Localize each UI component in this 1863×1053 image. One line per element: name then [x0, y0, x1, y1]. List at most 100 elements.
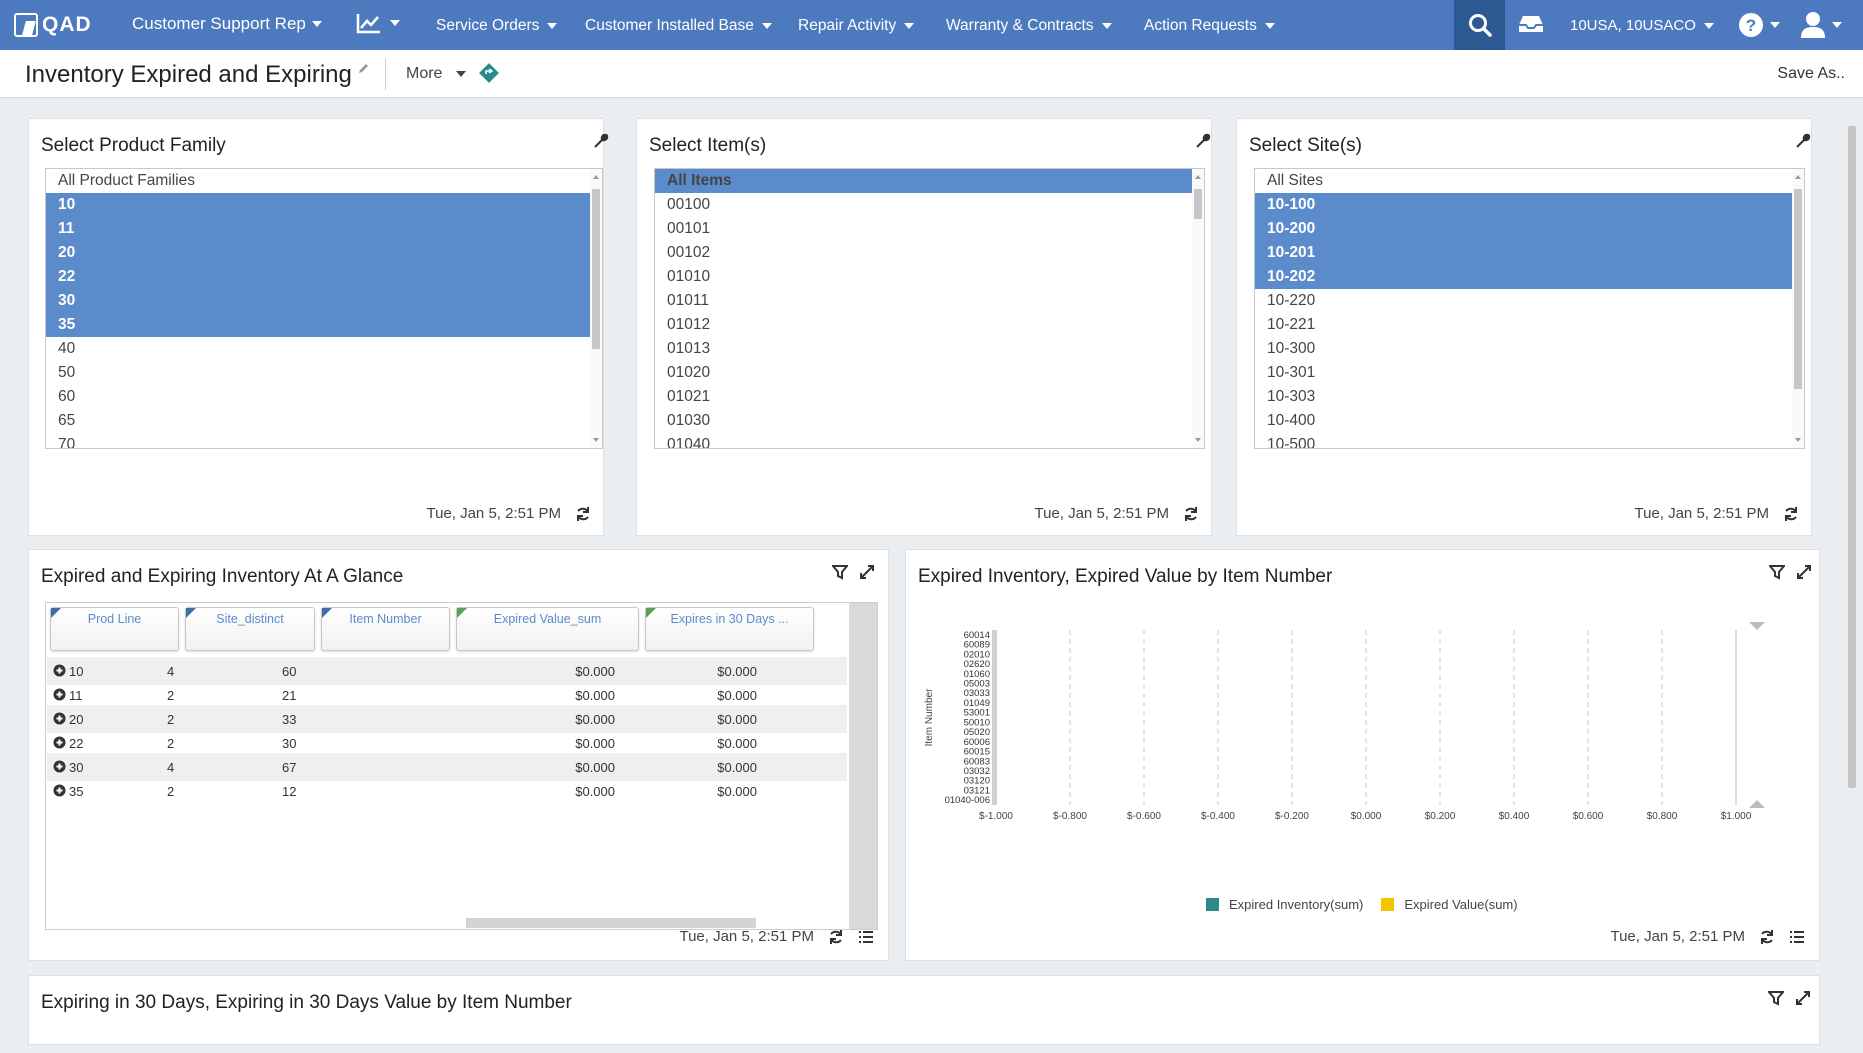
filter-button[interactable]	[1768, 990, 1784, 1006]
list-option[interactable]: 10-221	[1267, 316, 1316, 333]
list-option[interactable]: 10-220	[1267, 292, 1316, 309]
expand-row-icon[interactable]	[53, 760, 66, 773]
analytics-menu[interactable]	[356, 12, 400, 34]
expand-row-icon[interactable]	[53, 688, 66, 701]
list-icon[interactable]	[1789, 930, 1805, 944]
list-option[interactable]: 00102	[667, 244, 711, 261]
list-option[interactable]: 01030	[667, 412, 711, 429]
expand-button[interactable]	[1795, 990, 1811, 1006]
list-option[interactable]: 01012	[667, 316, 711, 333]
list-option[interactable]: 10-300	[1267, 340, 1316, 357]
settings-button[interactable]	[1195, 133, 1211, 149]
expand-row-icon[interactable]	[53, 712, 66, 725]
list-option[interactable]: 10-500	[1267, 436, 1316, 449]
nav-customer-installed-base[interactable]: Customer Installed Base	[585, 17, 772, 35]
list-option[interactable]: 01010	[667, 268, 711, 285]
chevron-down-icon	[904, 23, 915, 29]
column-header-item-number[interactable]: Item Number	[321, 607, 450, 651]
scrollbar[interactable]	[590, 169, 602, 448]
table-row[interactable]: 20 2 33 $0.000 $0.000	[47, 705, 847, 733]
inbox-button[interactable]	[1516, 12, 1546, 36]
settings-button[interactable]	[1795, 133, 1811, 149]
list-option[interactable]: All Product Families	[58, 172, 195, 189]
list-option[interactable]: 10-303	[1267, 388, 1316, 405]
list-option[interactable]: 70	[58, 436, 76, 449]
list-option[interactable]: 10-201	[1255, 241, 1792, 265]
table-row[interactable]: 30 4 67 $0.000 $0.000	[47, 753, 847, 781]
list-option[interactable]: 40	[58, 340, 76, 357]
user-menu[interactable]	[1800, 11, 1842, 39]
refresh-icon[interactable]	[1783, 506, 1799, 522]
table-vertical-scrollbar[interactable]	[849, 603, 877, 929]
list-option[interactable]: All Sites	[1267, 172, 1323, 189]
domain-menu[interactable]: 10USA, 10USACO	[1570, 17, 1714, 34]
list-option[interactable]: 10	[46, 193, 590, 217]
list-option[interactable]: All Items	[655, 169, 1192, 193]
navigate-button[interactable]	[478, 62, 500, 84]
help-menu[interactable]: ?	[1738, 12, 1780, 38]
list-option[interactable]: 00100	[667, 196, 711, 213]
role-menu[interactable]: Customer Support Rep	[132, 14, 322, 34]
list-option[interactable]: 11	[46, 217, 590, 241]
edit-title-button[interactable]	[358, 62, 370, 74]
scrollbar[interactable]	[1192, 169, 1204, 448]
product-family-list[interactable]: All Product Families 10 11 20 22 30 35 40 50 60 65…	[45, 168, 603, 449]
expand-row-icon[interactable]	[53, 664, 66, 677]
nav-warranty-contracts[interactable]: Warranty & Contracts	[946, 17, 1112, 35]
list-option[interactable]: 60	[58, 388, 76, 405]
list-option[interactable]: 10-100	[1255, 193, 1792, 217]
column-header-expired-value-sum[interactable]: Expired Value_sum	[456, 607, 639, 651]
list-option[interactable]: 10-202	[1255, 265, 1792, 289]
list-option[interactable]: 30	[46, 289, 590, 313]
table-row[interactable]: 10 4 60 $0.000 $0.000	[47, 657, 847, 685]
list-option[interactable]: 35	[46, 313, 590, 337]
list-option[interactable]: 10-200	[1255, 217, 1792, 241]
nav-action-requests[interactable]: Action Requests	[1144, 17, 1275, 35]
qad-logo[interactable]: QAD	[14, 13, 92, 37]
list-option[interactable]: 22	[46, 265, 590, 289]
x-tick-label: $0.200	[1425, 811, 1456, 822]
list-option[interactable]: 01020	[667, 364, 711, 381]
nav-repair-activity[interactable]: Repair Activity	[798, 17, 915, 35]
list-option[interactable]: 10-301	[1267, 364, 1316, 381]
list-option[interactable]: 65	[58, 412, 76, 429]
page-scrollbar[interactable]	[1845, 112, 1859, 1042]
table-row[interactable]: 11 2 21 $0.000 $0.000	[47, 681, 847, 709]
refresh-icon[interactable]	[828, 929, 844, 945]
sites-list[interactable]: All Sites 10-100 10-200 10-201 10-202 10-220 1…	[1254, 168, 1805, 449]
refresh-icon[interactable]	[1183, 506, 1199, 522]
list-option[interactable]: 01013	[667, 340, 711, 357]
filter-button[interactable]	[832, 564, 848, 580]
column-header-prod-line[interactable]: Prod Line	[50, 607, 179, 651]
list-option[interactable]: 01021	[667, 388, 711, 405]
list-option[interactable]: 00101	[667, 220, 711, 237]
list-option[interactable]: 01040	[667, 436, 711, 449]
expand-row-icon[interactable]	[53, 736, 66, 749]
table-cell: 21	[282, 688, 297, 703]
expand-row-icon[interactable]	[53, 784, 66, 797]
table-row[interactable]: 35 2 12 $0.000 $0.000	[47, 777, 847, 805]
table-horizontal-scrollbar[interactable]	[466, 918, 756, 928]
list-option[interactable]: 01011	[667, 292, 709, 309]
expand-button[interactable]	[859, 564, 875, 580]
search-button[interactable]	[1454, 0, 1505, 50]
refresh-icon[interactable]	[1759, 929, 1775, 945]
list-icon[interactable]	[858, 930, 874, 944]
save-as-button[interactable]: Save As..	[1777, 65, 1845, 82]
nav-service-orders[interactable]: Service Orders	[436, 17, 558, 35]
refresh-icon[interactable]	[575, 506, 591, 522]
scrollbar[interactable]	[1792, 169, 1804, 448]
settings-button[interactable]	[593, 133, 609, 149]
expand-button[interactable]	[1796, 564, 1812, 580]
table-row[interactable]: 22 2 30 $0.000 $0.000	[47, 729, 847, 757]
items-list[interactable]: All Items 00100 00101 00102 01010 01011 01012 0…	[654, 168, 1205, 449]
list-option[interactable]: 50	[58, 364, 76, 381]
column-header-site-distinct[interactable]: Site_distinct	[185, 607, 315, 651]
list-option[interactable]: 10-400	[1267, 412, 1316, 429]
chart-panel: Expired Inventory, Expired Value by Item…	[905, 549, 1820, 961]
column-header-expires-30-days[interactable]: Expires in 30 Days ...	[645, 607, 814, 651]
bar-chart: $-1.000 $-0.800 $-0.600 $-0.400 $-0.200 $0.00…	[924, 622, 1765, 822]
list-option[interactable]: 20	[46, 241, 590, 265]
filter-button[interactable]	[1769, 564, 1785, 580]
more-menu[interactable]: More	[406, 65, 467, 83]
